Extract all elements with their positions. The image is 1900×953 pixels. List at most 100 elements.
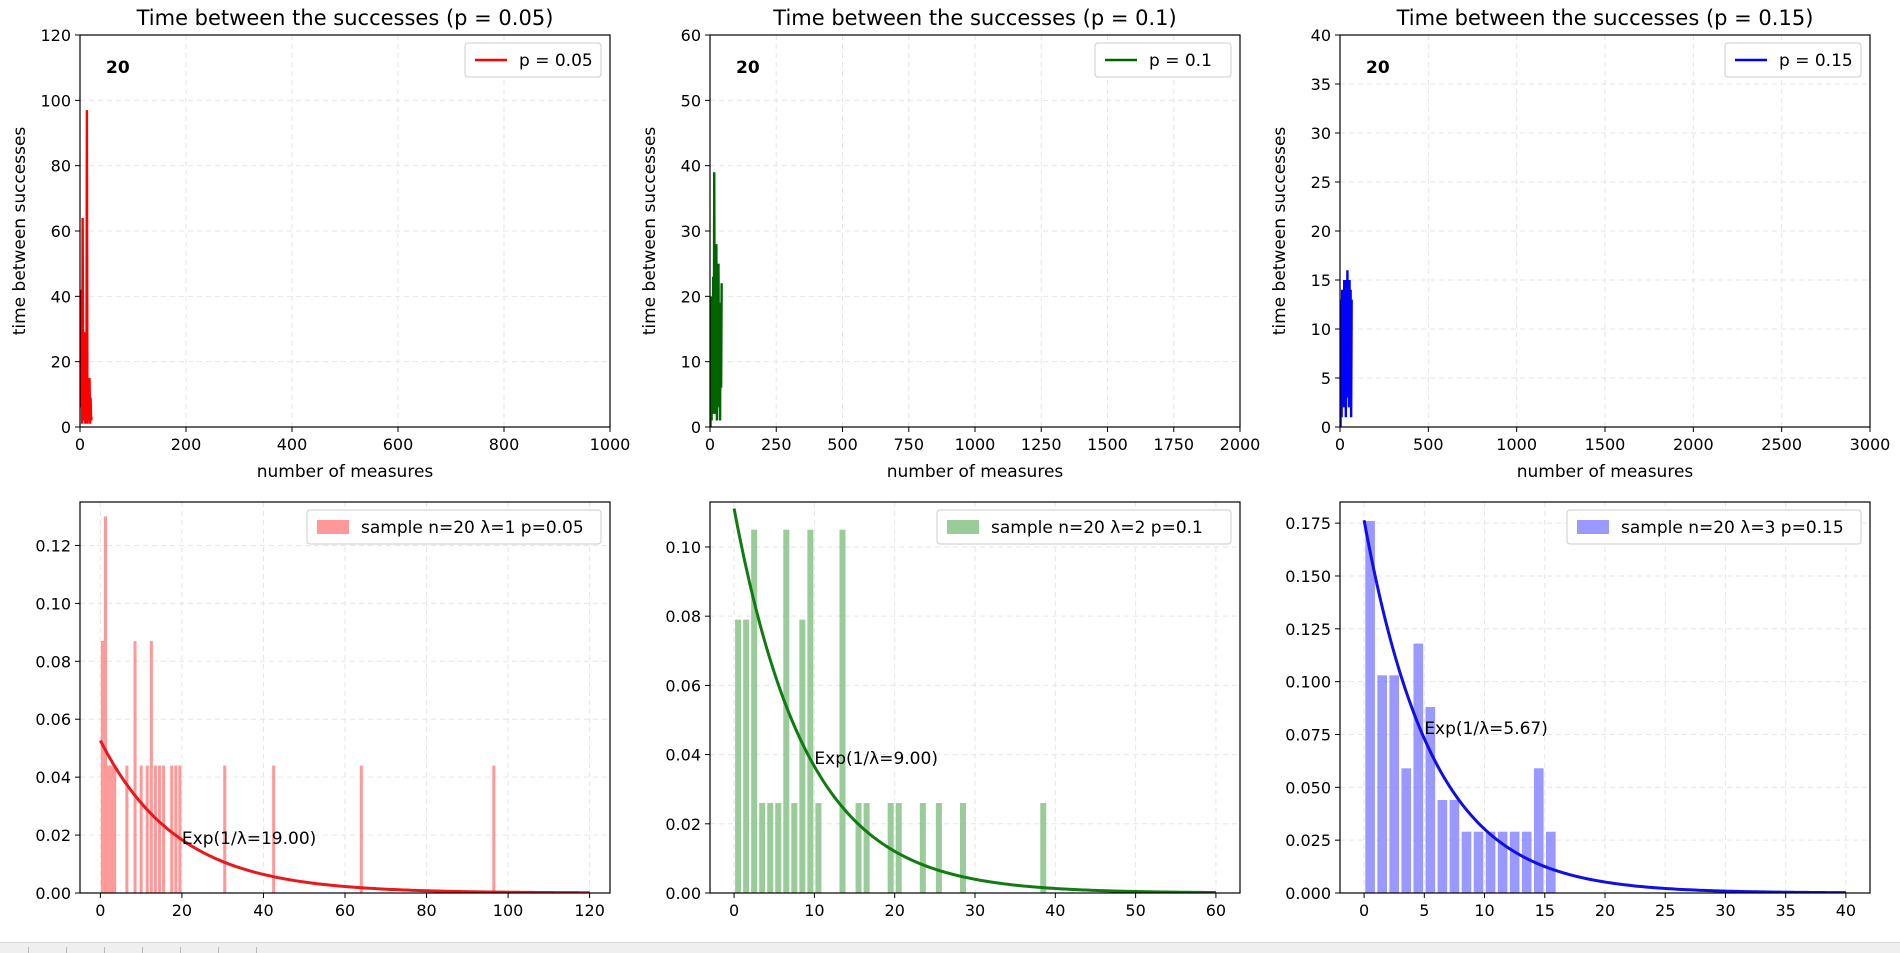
x-tick-label: 10 [804,901,824,920]
histogram-bar [1473,831,1484,893]
y-tick-label: 0.02 [665,815,701,834]
y-tick-label: 0 [691,418,701,437]
x-tick-label: 400 [277,435,308,454]
histogram-bar [959,803,966,893]
y-tick-label: 0.100 [1285,673,1331,692]
y-tick-label: 35 [1311,75,1331,94]
chart-title: Time between the successes (p = 0.05) [136,6,554,30]
histogram-bar [1521,831,1532,893]
x-tick-label: 500 [1413,435,1444,454]
y-tick-label: 25 [1311,173,1331,192]
legend-label: p = 0.05 [519,51,593,71]
curve-annotation: Exp(1/λ=19.00) [182,829,316,849]
x-tick-label: 40 [1045,901,1065,920]
x-axis-label: number of measures [887,462,1064,482]
series-line-2 [710,172,723,427]
histogram-bar [170,765,174,893]
plot-area [80,110,93,424]
histogram-bar [103,516,108,893]
legend: sample n=20 λ=1 p=0.05 [306,509,602,545]
status-bar-separator [256,947,257,953]
x-tick-label: 40 [253,901,273,920]
histogram-bar [1497,831,1508,893]
y-tick-label: 0.06 [35,710,71,729]
histogram-bar [1389,675,1400,893]
histogram-bar [855,803,862,893]
histogram-bar [919,803,926,893]
status-bar-separator [28,947,29,953]
x-tick-label: 1000 [590,435,631,454]
y-tick-label: 30 [681,222,701,241]
x-tick-label: 0 [729,901,739,920]
histogram-bar [139,765,143,893]
x-tick-label: 100 [493,901,524,920]
x-tick-label: 1000 [955,435,996,454]
legend-box [1094,42,1232,78]
legend: p = 0.05 [464,42,602,78]
histogram-bar [799,619,806,893]
legend: p = 0.1 [1094,42,1232,78]
y-tick-label: 0.00 [35,884,71,903]
histogram-bar [743,619,750,893]
plot-area [732,508,1216,893]
legend-box [464,42,602,78]
y-tick-label: 20 [681,287,701,306]
series-line-1 [80,110,93,424]
x-tick-label: 5 [1419,901,1429,920]
x-tick-label: 2000 [1220,435,1261,454]
y-tick-label: 0.150 [1285,567,1331,586]
histogram-bar [157,765,162,893]
chart-panel-6: Exp(1/λ=5.67) 0 5 10 15 20 25 30 35 40 0.000 0.025 0… [1285,501,1871,920]
x-tick-label: 60 [335,901,355,920]
x-tick-label: 30 [965,901,985,920]
x-tick-label: 250 [761,435,792,454]
y-tick-label: 40 [681,157,701,176]
y-tick-label: 0.04 [35,768,71,787]
histogram-bar [807,529,814,893]
histogram-bar [1509,831,1520,893]
legend-box [306,509,602,545]
histogram-bar [1533,768,1544,893]
y-tick-label: 5 [1321,369,1331,388]
y-tick-label: 0.10 [35,594,71,613]
x-tick-label: 20 [172,901,192,920]
x-tick-label: 0 [75,435,85,454]
legend-label: p = 0.15 [1779,51,1853,71]
y-tick-label: 60 [51,222,71,241]
x-tick-label: 1500 [1087,435,1128,454]
y-tick-label: 0 [61,418,71,437]
density-curve [99,739,590,893]
histogram-bar [107,765,111,893]
y-tick-label: 10 [1311,320,1331,339]
legend-bar-swatch [947,520,979,534]
histogram-bar [1401,768,1412,893]
x-tick-label: 20 [1595,901,1615,920]
histogram-bar [735,619,742,893]
histogram-bar [815,803,822,893]
x-axis-label: number of measures [1517,462,1694,482]
x-tick-label: 600 [383,435,414,454]
y-tick-label: 0.02 [35,826,71,845]
y-tick-label: 0.08 [35,652,71,671]
status-bar-separator [180,947,181,953]
y-tick-label: 20 [51,353,71,372]
x-tick-label: 0 [705,435,715,454]
histogram-bar [1485,831,1496,893]
x-tick-label: 60 [1206,901,1226,920]
histogram-bar [272,765,276,893]
x-tick-label: 80 [416,901,436,920]
histogram-bar [133,641,137,893]
curve-annotation: Exp(1/λ=5.67) [1424,719,1548,739]
y-tick-label: 0.08 [665,607,701,626]
histogram-bar [113,765,117,893]
histogram-bar [223,765,227,893]
legend-bar-swatch [317,520,349,534]
y-tick-label: 0.175 [1285,514,1331,533]
plot-area [99,516,590,893]
curve-annotation: Exp(1/λ=9.00) [814,749,938,769]
y-tick-label: 100 [40,91,71,110]
x-tick-label: 0 [1335,435,1345,454]
legend: sample n=20 λ=3 p=0.15 [1566,509,1862,545]
histogram-bar [783,529,790,893]
chart-panel-2: 0 250 500 750 1000 1250 1500 1750 2000 0 10 20 30 40 5… [640,6,1260,482]
